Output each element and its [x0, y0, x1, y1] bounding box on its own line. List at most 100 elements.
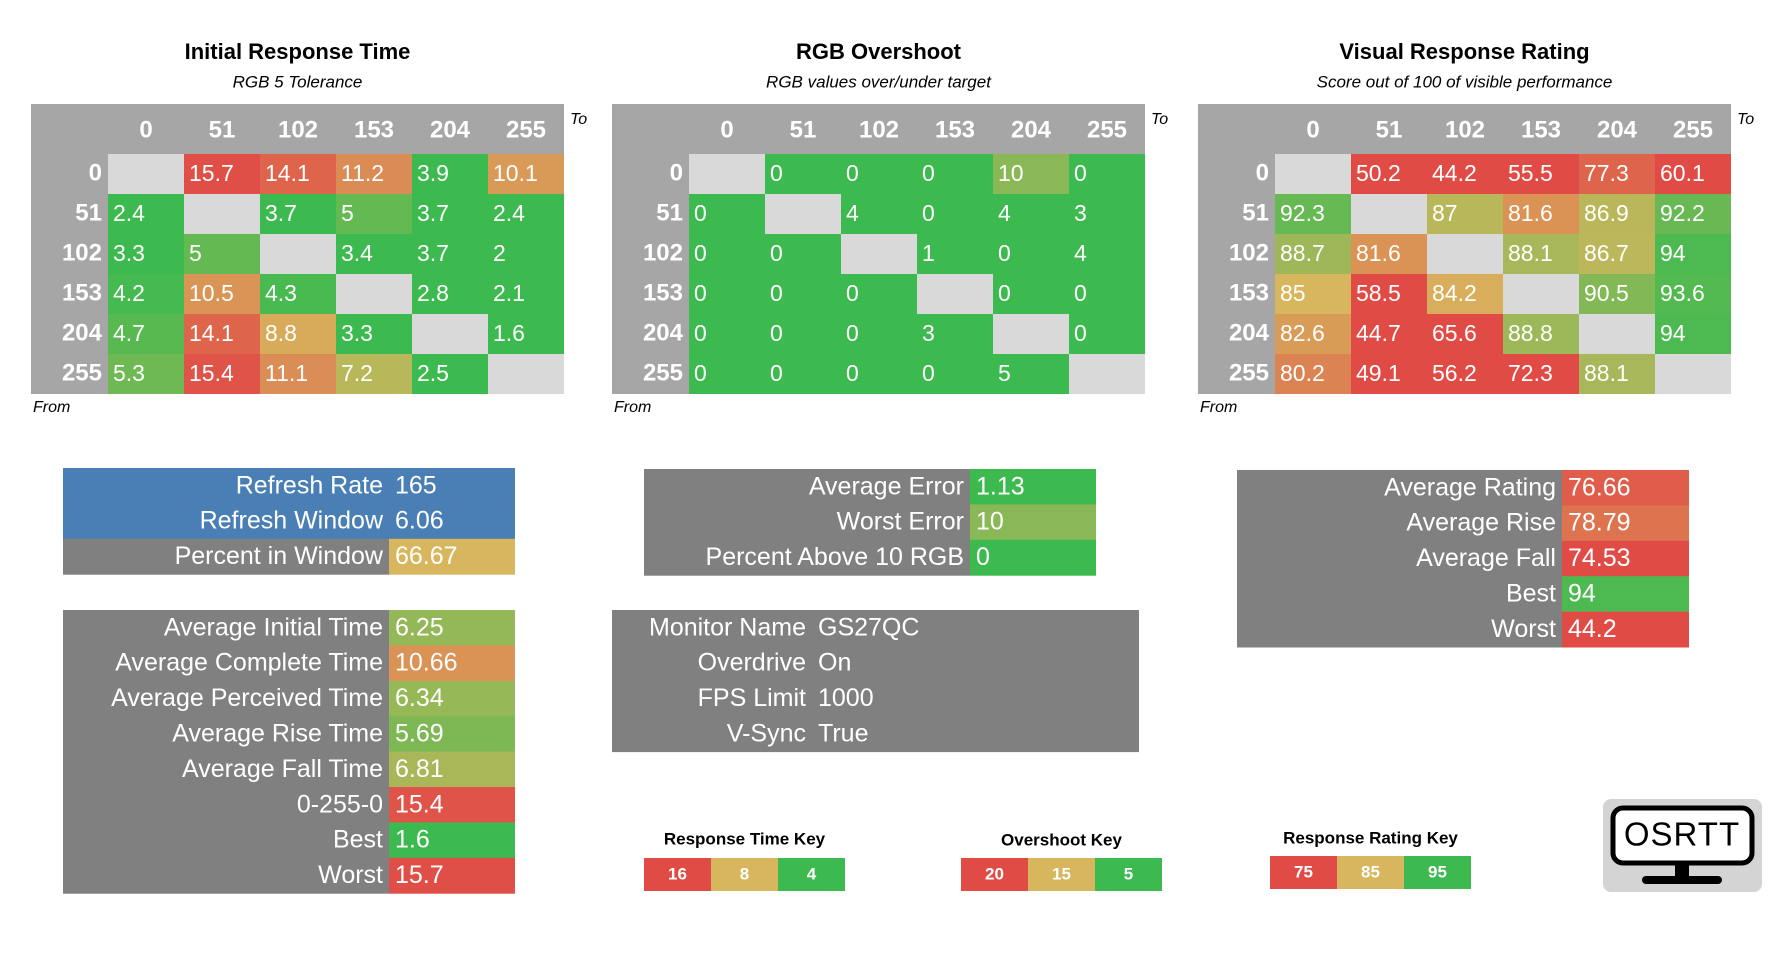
matrix-title: Initial Response Time	[185, 39, 411, 64]
stat-value: 74.53	[1568, 544, 1631, 572]
cell-value: 11.2	[341, 160, 384, 186]
cell	[917, 154, 993, 194]
key-title: Overshoot Key	[1001, 830, 1122, 849]
cell-value: 3.4	[341, 240, 373, 266]
cell-value: 81.6	[1356, 240, 1401, 266]
cell	[412, 194, 488, 234]
column-header: 102	[1445, 116, 1485, 143]
stat-label-bg	[63, 610, 389, 646]
cell-value: 1.6	[493, 320, 525, 346]
cell	[488, 354, 564, 394]
stat-label-bg	[612, 645, 812, 682]
cell	[689, 234, 765, 274]
key-title: Response Time Key	[664, 829, 826, 848]
cell	[1275, 234, 1351, 274]
logo-text: OSRTT	[1624, 816, 1740, 853]
cell	[1503, 194, 1579, 234]
row-header: 0	[89, 159, 102, 186]
row-header: 153	[643, 279, 683, 306]
cell	[841, 314, 917, 354]
cell	[841, 234, 917, 274]
cell-value: 8.8	[265, 320, 297, 346]
cell-value: 49.1	[1356, 360, 1401, 386]
row-header: 204	[62, 319, 103, 346]
stat-label-bg	[63, 787, 389, 823]
cell	[260, 194, 336, 234]
cell	[917, 314, 993, 354]
cell	[841, 274, 917, 314]
cell-value: 11.1	[265, 360, 308, 386]
stat-value-bg	[1562, 576, 1689, 613]
cell-value: 44.7	[1356, 320, 1401, 346]
cell-value: 86.7	[1584, 240, 1629, 266]
stat-value: 6.81	[395, 755, 444, 783]
cell-value: 44.2	[1432, 160, 1477, 186]
cell	[765, 154, 841, 194]
cell	[1069, 154, 1145, 194]
cell	[260, 274, 336, 314]
row-header: 204	[643, 319, 684, 346]
key-title: Response Rating Key	[1283, 828, 1458, 847]
cell-value: 0	[1074, 280, 1087, 306]
cell	[1579, 314, 1655, 354]
cell	[336, 354, 412, 394]
cell-value: 3.3	[113, 240, 145, 266]
cell-value: 72.3	[1508, 360, 1553, 386]
cell-value: 88.1	[1508, 240, 1553, 266]
key-value: 8	[740, 864, 749, 883]
cell	[841, 354, 917, 394]
stat-value: GS27QC	[818, 613, 919, 641]
cell	[412, 314, 488, 354]
cell-value: 93.6	[1660, 280, 1705, 306]
cell-value: 4.7	[113, 320, 145, 346]
stat-value-bg	[389, 538, 515, 575]
cell-value: 3	[922, 320, 935, 346]
cell-value: 87	[1432, 200, 1458, 226]
cell-value: 77.3	[1584, 160, 1629, 186]
cell	[260, 314, 336, 354]
matrix-subtitle: RGB 5 Tolerance	[233, 72, 363, 91]
row-header: 204	[1229, 319, 1270, 346]
key-value: 85	[1361, 862, 1380, 881]
cell	[1655, 354, 1731, 394]
stat-value: 0	[976, 543, 990, 571]
cell	[1351, 274, 1427, 314]
cell	[1427, 314, 1503, 354]
cell-value: 3.7	[417, 200, 449, 226]
cell-value: 5	[341, 200, 354, 226]
cell	[336, 234, 412, 274]
cell-value: 88.1	[1584, 360, 1629, 386]
cell-value: 0	[998, 280, 1011, 306]
cell-value: 0	[846, 320, 859, 346]
stat-value: 78.79	[1568, 509, 1631, 537]
row-header: 102	[62, 239, 102, 266]
stat-label: Average Initial Time	[164, 613, 383, 641]
cell-value: 0	[922, 160, 935, 186]
stat-value: 66.67	[395, 542, 458, 570]
stat-label: FPS Limit	[698, 684, 806, 712]
cell-value: 2	[493, 240, 506, 266]
cell-value: 4.3	[265, 280, 297, 306]
cell	[1579, 194, 1655, 234]
cell	[1503, 154, 1579, 194]
stat-label-bg	[63, 680, 389, 717]
row-header: 0	[670, 159, 683, 186]
cell	[108, 234, 184, 274]
cell	[488, 314, 564, 354]
cell-value: 5	[189, 240, 202, 266]
stat-label: Average Perceived Time	[111, 684, 383, 712]
stat-value-bg	[812, 645, 1139, 682]
stat-value-bg	[389, 680, 515, 717]
cell-value: 3.7	[265, 200, 297, 226]
cell	[765, 274, 841, 314]
cell-value: 15.7	[189, 160, 234, 186]
cell-value: 88.8	[1508, 320, 1553, 346]
cell	[1069, 234, 1145, 274]
stat-label-bg	[1237, 576, 1562, 613]
row-header: 255	[62, 359, 102, 386]
matrix-subtitle: RGB values over/under target	[766, 72, 992, 91]
cell-value: 82.6	[1280, 320, 1325, 346]
from-label: From	[33, 399, 70, 416]
